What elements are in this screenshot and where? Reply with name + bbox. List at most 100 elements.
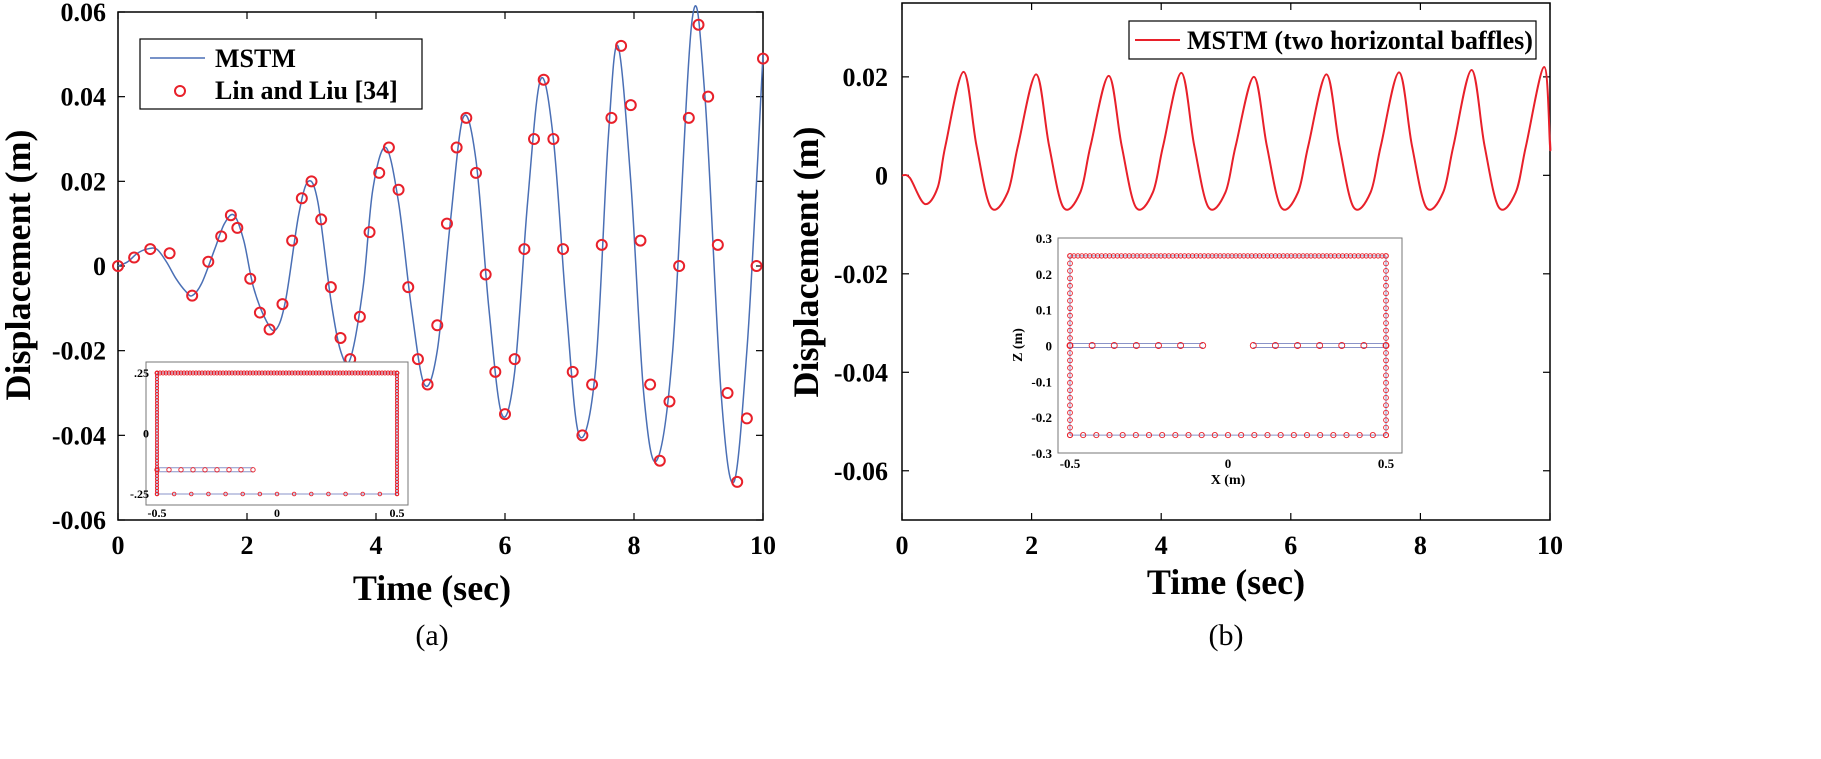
inset-b-top-node <box>1095 253 1101 259</box>
legend-box-b <box>1128 20 1537 60</box>
inset-b-right-node <box>1383 432 1389 438</box>
inset-b-bottom-node <box>1224 432 1232 439</box>
inset-b-top-node <box>1379 253 1385 259</box>
inset-a-bottom-node <box>360 491 365 497</box>
lin-liu-marker <box>215 230 228 243</box>
inset-b-left-node <box>1067 424 1073 431</box>
inset-b-tank <box>1066 253 1390 439</box>
inset-b-top-node <box>1118 253 1125 259</box>
inset-a-top-node <box>199 370 205 376</box>
inset-b-right-node <box>1383 320 1389 326</box>
inset-a-top-node <box>211 370 217 376</box>
inset-a-top-node <box>235 370 241 376</box>
inset-b-right-node <box>1383 305 1389 312</box>
legend-b: MSTM (two horizontal baffles) <box>1128 20 1537 60</box>
inset-b-top-node <box>1375 253 1381 259</box>
inset-b-top-node <box>1174 253 1180 259</box>
lin-liu-marker <box>334 331 347 344</box>
lin-liu-marker <box>731 475 744 488</box>
x-tick-label-b: 6 <box>1284 531 1297 560</box>
lin-liu-marker <box>353 310 366 323</box>
inset-b-right-node <box>1383 327 1389 334</box>
inset-a-top-node <box>304 370 310 376</box>
inset-a-top-node <box>175 370 181 376</box>
inset-a-top-node <box>184 370 190 376</box>
lin-liu-marker <box>244 272 257 285</box>
inset-frame-a <box>145 361 409 506</box>
inset-a-top-node <box>352 370 358 376</box>
inset-a-left-node <box>154 491 160 497</box>
inset-b-bottom-node <box>1238 432 1245 439</box>
inset-b-left-node <box>1067 260 1073 267</box>
inset-b-top-node <box>1268 253 1275 259</box>
lin-liu-marker <box>144 243 157 256</box>
inset-a-baffle-node <box>202 467 208 473</box>
lin-liu-marker <box>411 353 424 366</box>
inset-a-top-node <box>217 370 223 376</box>
lin-liu-marker <box>547 133 560 145</box>
inset-a-top-node <box>229 370 235 376</box>
inset-b-ylabel: Z (m) <box>1011 328 1026 362</box>
y-axis-label-a: Displacement (m) <box>0 130 38 401</box>
inset-b-top-node <box>1166 253 1172 259</box>
lin-liu-marker <box>479 268 492 281</box>
y-axis-ticks-a: -0.06 -0.04 -0.02 0 0.02 0.04 0.06 <box>52 0 763 535</box>
inset-a-x-tick-label: -0.5 <box>148 506 167 520</box>
inset-b-baffle-node <box>1155 342 1162 349</box>
inset-a-top-node <box>367 370 373 376</box>
inset-b-top-node <box>1122 253 1128 259</box>
inset-b-x-tick-label: 0 <box>1225 456 1232 471</box>
panel-a: 0 2 4 6 8 10 -0.06 -0.04 -0.02 0 0.02 0.04 0.06 MST… <box>0 0 776 652</box>
inset-a-top-node <box>319 370 325 376</box>
inset-b-top-node <box>1098 253 1105 259</box>
inset-b-top-node <box>1075 253 1081 259</box>
lin-liu-marker <box>624 99 637 112</box>
inset-b-left-node <box>1067 253 1073 259</box>
inset-b-left-node <box>1067 312 1073 319</box>
inset-b-left-node <box>1067 350 1073 356</box>
inset-a-baffle-node <box>226 467 232 473</box>
inset-a-top-node <box>325 370 331 376</box>
x-axis-ticks-b: 0 2 4 6 8 10 <box>896 3 1563 560</box>
inset-a-top-node <box>220 370 226 376</box>
inset-b-right-node <box>1383 417 1389 424</box>
lin-liu-marker <box>440 217 453 230</box>
inset-b-baffle-node <box>1177 342 1185 349</box>
y-tick-label-b: -0.02 <box>834 260 888 289</box>
inset-b-baffle-node <box>1199 342 1207 349</box>
lin-liu-marker <box>489 365 502 378</box>
lin-liu-marker <box>663 395 676 408</box>
inset-b-top-node <box>1241 253 1247 259</box>
inset-a-top-node <box>283 370 289 376</box>
inset-b-top-node <box>1367 253 1373 259</box>
inset-b-top-node <box>1083 253 1089 259</box>
inset-b-top-node <box>1130 253 1136 259</box>
inset-a-baffle-node <box>154 467 160 473</box>
inset-a-top-node <box>271 370 277 376</box>
x-tick-label-b: 2 <box>1025 531 1038 560</box>
inset-a-top-node <box>262 370 268 376</box>
inset-b-top-node <box>1134 253 1140 259</box>
inset-a-top-node <box>343 370 349 376</box>
inset-b-top-node <box>1339 253 1346 259</box>
inset-b-left-node <box>1067 282 1073 289</box>
inset-b-top-node <box>1193 253 1200 259</box>
inset-a-top-node <box>160 370 166 376</box>
inset-a-top-node <box>361 370 367 376</box>
inset-a-top-node <box>313 370 319 376</box>
inset-a-bottom-node <box>326 491 331 497</box>
y-tick-label-a: -0.04 <box>52 421 106 450</box>
inset-b-top-node <box>1276 253 1283 259</box>
inset-b-right-node <box>1383 394 1389 401</box>
inset-a-baffle-node <box>214 467 220 473</box>
inset-b-top-node <box>1102 253 1109 259</box>
inset-a-top-node <box>241 370 247 376</box>
y-tick-label-b: 0.02 <box>843 63 889 92</box>
inset-b-top-node <box>1253 253 1259 259</box>
inset-b-left-node <box>1067 305 1073 312</box>
inset-a-y-tick-label: 0 <box>143 427 149 441</box>
lin-liu-marker <box>750 260 763 272</box>
inset-b-right-node <box>1383 424 1389 431</box>
inset-a-top-node <box>340 370 346 376</box>
inset-a-top-node <box>205 370 211 376</box>
